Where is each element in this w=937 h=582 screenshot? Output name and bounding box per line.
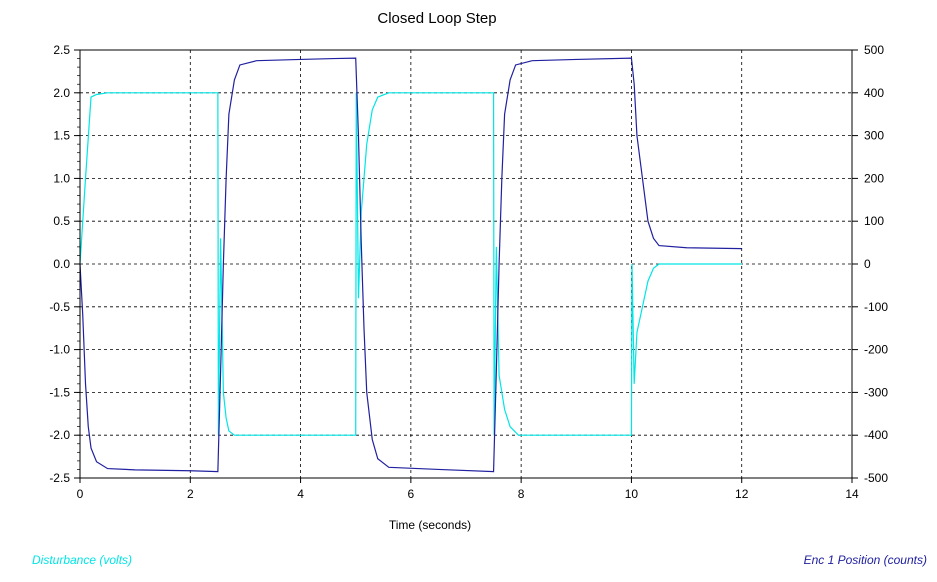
plot-frame — [79, 49, 853, 479]
x-tick-label: 4 — [297, 487, 304, 501]
x-tick-label: 10 — [625, 487, 639, 501]
y-right-tick-label: -500 — [864, 471, 888, 485]
x-tick-label: 8 — [518, 487, 525, 501]
y-right-tick-label: 300 — [864, 129, 884, 143]
y-left-tick-label: -1.5 — [49, 385, 70, 399]
y-left-tick-label: -2.5 — [49, 471, 70, 485]
y-right-tick-label: -100 — [864, 300, 888, 314]
y-left-tick-label: -0.5 — [49, 300, 70, 314]
x-axis-label: Time (seconds) — [389, 518, 471, 532]
series-disturbance-line — [79, 92, 742, 436]
y-right-tick-label: -400 — [864, 428, 888, 442]
y-right-tick-label: 100 — [864, 214, 884, 228]
series-group — [79, 57, 742, 473]
series-enc1-position-line — [79, 57, 742, 473]
y-left-tick-label: 1.5 — [53, 129, 70, 143]
legend-enc1-position: Enc 1 Position (counts) — [803, 553, 927, 567]
y-left-tick-label: 0.0 — [53, 257, 70, 271]
y-right-tick-label: 0 — [864, 257, 871, 271]
chart-title: Closed Loop Step — [377, 10, 496, 27]
x-tick-label: 12 — [735, 487, 749, 501]
x-tick-label: 14 — [845, 487, 859, 501]
x-tick-label: 2 — [187, 487, 194, 501]
y-left-tick-label: -2.0 — [49, 428, 70, 442]
y-right-tick-label: 500 — [864, 43, 884, 57]
y-right-tick-label: -300 — [864, 385, 888, 399]
legend-disturbance: Disturbance (volts) — [32, 553, 133, 567]
y-left-tick-label: -1.0 — [49, 343, 70, 357]
x-tick-label: 6 — [408, 487, 415, 501]
y-left-tick-label: 2.0 — [53, 86, 70, 100]
axis-ticks: 0 2 4 6 8 10 12 14 2.5 2.0 1.5 1.0 0.5 0.0 -0.5 -1.0 -1.… — [49, 43, 888, 501]
y-left-tick-label: 0.5 — [53, 214, 70, 228]
y-right-tick-label: 400 — [864, 86, 884, 100]
x-tick-label: 0 — [77, 487, 84, 501]
y-left-tick-label: 2.5 — [53, 43, 70, 57]
y-right-tick-label: 200 — [864, 171, 884, 185]
y-left-tick-label: 1.0 — [53, 171, 70, 185]
y-right-tick-label: -200 — [864, 343, 888, 357]
